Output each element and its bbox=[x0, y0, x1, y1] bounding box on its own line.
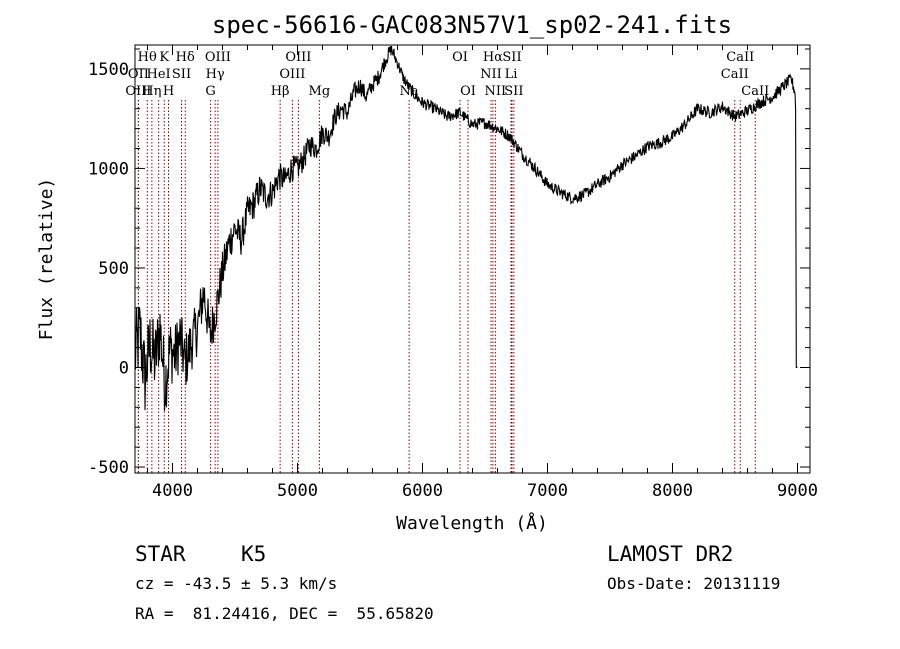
line-marker-labels: Hθ OII OIII K HeI Hη Hδ SII H OIII Hγ G OIII OIII Hβ Mg… bbox=[125, 50, 769, 99]
line-marker-label: NII bbox=[485, 84, 507, 99]
y-tick-label: 0 bbox=[119, 358, 129, 378]
line-marker-label: H bbox=[163, 84, 174, 99]
line-marker-label: OII bbox=[128, 67, 149, 82]
x-tick-label: 6000 bbox=[402, 481, 443, 501]
chart-title: spec-56616-GAC083N57V1_sp02-241.fits bbox=[212, 11, 732, 39]
spectrum-line bbox=[134, 45, 798, 412]
y-tick-label: 1000 bbox=[88, 159, 129, 179]
line-markers bbox=[137, 100, 756, 473]
line-marker-label: OI bbox=[452, 50, 468, 65]
class-label: STAR bbox=[135, 542, 186, 566]
line-marker-label: SII bbox=[502, 50, 521, 65]
y-tick-label: 1500 bbox=[88, 60, 129, 80]
line-marker-label: CaII bbox=[726, 50, 754, 65]
line-marker-label: NII bbox=[480, 67, 502, 82]
survey-label: LAMOST DR2 bbox=[607, 542, 733, 566]
y-axis-label: Flux (relative) bbox=[36, 178, 57, 341]
x-tick-label: 8000 bbox=[652, 481, 693, 501]
line-marker-label: Hβ bbox=[271, 84, 290, 99]
cz-value: cz = -43.5 ± 5.3 km/s bbox=[135, 574, 337, 593]
y-tick-label: 500 bbox=[98, 259, 129, 279]
line-marker-label: K bbox=[159, 50, 169, 65]
line-marker-label: OIII bbox=[205, 50, 231, 65]
line-marker-label: Mg bbox=[309, 84, 331, 99]
line-marker-label: Hθ bbox=[138, 50, 157, 65]
line-marker-label: SII bbox=[172, 67, 191, 82]
x-tick-label: 7000 bbox=[527, 481, 568, 501]
line-marker-label: CaII bbox=[721, 67, 749, 82]
obs-date: Obs-Date: 20131119 bbox=[607, 574, 780, 593]
subclass-label: K5 bbox=[241, 542, 266, 566]
line-marker-label: OIII bbox=[125, 84, 151, 99]
line-marker-label: Li bbox=[505, 67, 518, 82]
line-marker-label: Na bbox=[400, 84, 419, 99]
coordinates: RA = 81.24416, DEC = 55.65820 bbox=[135, 604, 434, 623]
line-marker-label: Hα bbox=[483, 50, 503, 65]
line-marker-label: Hγ bbox=[206, 67, 225, 82]
y-tick-label: -500 bbox=[88, 458, 129, 478]
x-tick-label: 9000 bbox=[777, 481, 818, 501]
line-marker-label: HeI bbox=[147, 67, 171, 82]
line-marker-label: Hδ bbox=[176, 50, 195, 65]
line-marker-label: OI bbox=[460, 84, 476, 99]
line-marker-label: Hη bbox=[142, 84, 161, 99]
x-axis: 4000 5000 6000 7000 8000 9000 bbox=[147, 45, 818, 501]
line-marker-label: OIII bbox=[279, 67, 305, 82]
x-axis-label: Wavelength (Å) bbox=[396, 512, 548, 534]
line-marker-label: CaII bbox=[741, 84, 769, 99]
line-marker-label: OIII bbox=[285, 50, 311, 65]
line-marker-label: SII bbox=[504, 84, 523, 99]
y-axis: -500 0 500 1000 1500 bbox=[88, 48, 810, 478]
x-tick-label: 4000 bbox=[152, 481, 193, 501]
x-tick-label: 5000 bbox=[277, 481, 318, 501]
line-marker-label: G bbox=[205, 84, 215, 99]
